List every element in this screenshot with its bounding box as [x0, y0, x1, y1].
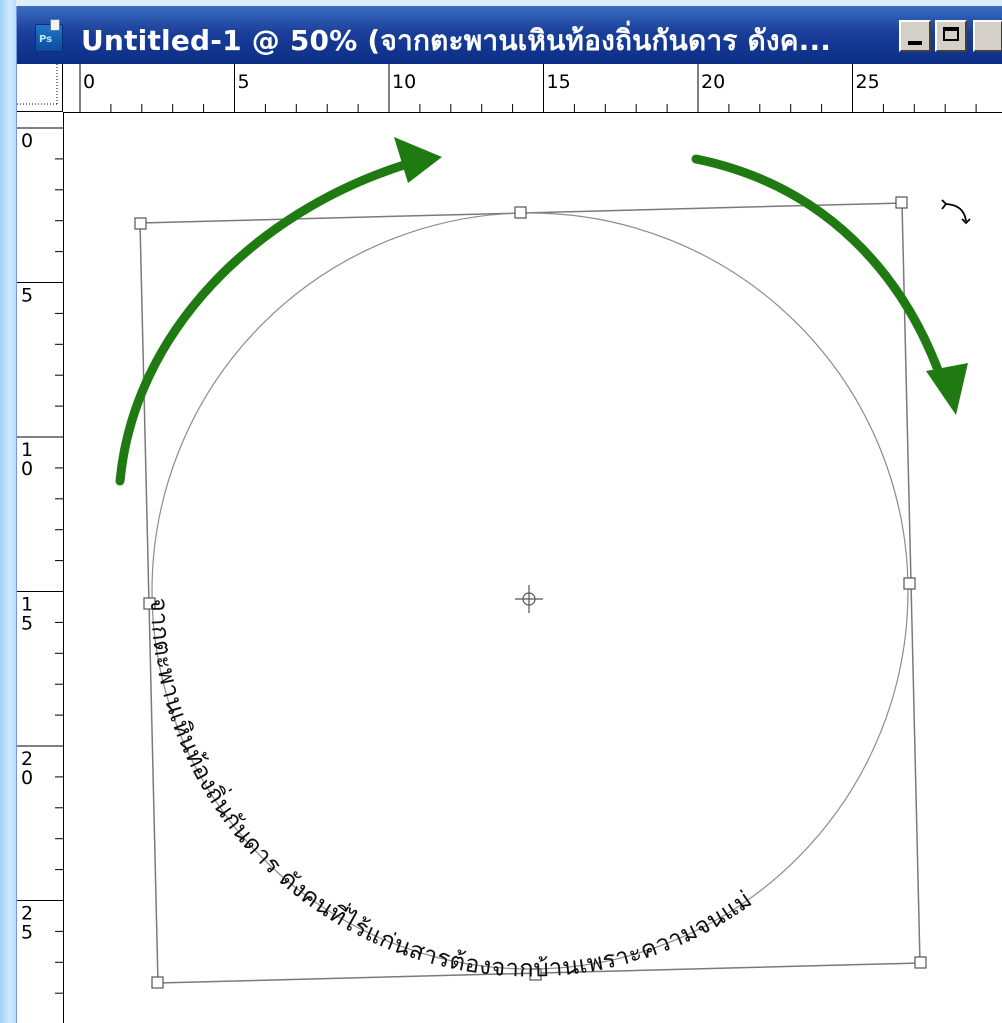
rotate-cursor-icon [941, 199, 971, 225]
app-icon-text: Ps [39, 34, 53, 45]
handle-bottom-left [151, 976, 164, 989]
minimize-button[interactable] [899, 20, 931, 52]
photoshop-icon[interactable]: Ps [35, 19, 63, 52]
ruler-label-25: 2 [21, 903, 33, 925]
center-crosshair-icon[interactable] [515, 585, 543, 613]
handle-middle-left [143, 597, 156, 610]
path-text[interactable]: จากตะพานเหินท้องถิ่นกันดาร ดังคนที่ไร้แก… [145, 597, 757, 982]
window-title: Untitled-1 @ 50% (จากตะพานเหินท้องถิ่นกั… [81, 24, 832, 57]
curved-arrow-left-icon [115, 137, 442, 486]
horizontal-ruler[interactable]: 0 5 10 15 20 25 [63, 64, 1002, 113]
ruler-label-15: 5 [21, 613, 33, 635]
handle-middle-right [903, 577, 916, 590]
title-bar[interactable]: Ps Untitled-1 @ 50% (จากตะพานเหินท้องถิ่… [17, 6, 1002, 64]
document-canvas[interactable]: จากตะพานเหินท้องถิ่นกันดาร ดังคนที่ไร้แก… [64, 113, 1002, 1023]
handle-bottom-center [529, 968, 542, 981]
maximize-button[interactable] [935, 20, 967, 52]
ruler-label-10: 10 [392, 71, 416, 93]
close-button[interactable] [973, 20, 1002, 52]
ruler-label-20: 0 [21, 767, 33, 789]
ruler-label-0: 0 [21, 130, 33, 152]
handle-top-right [895, 196, 908, 209]
ruler-label-0: 0 [83, 71, 95, 93]
ruler-origin[interactable] [17, 64, 63, 112]
handle-top-center [514, 206, 527, 219]
curved-arrow-right-icon [691, 154, 968, 415]
ruler-label-25: 25 [856, 71, 880, 93]
document-window: Ps Untitled-1 @ 50% (จากตะพานเหินท้องถิ่… [16, 6, 1002, 1023]
ruler-label-15: 15 [547, 71, 571, 93]
path-text-content: จากตะพานเหินท้องถิ่นกันดาร ดังคนที่ไร้แก… [145, 597, 757, 982]
ruler-label-20: 20 [701, 71, 725, 93]
ruler-label-10: 0 [21, 458, 33, 480]
ruler-label-5: 5 [21, 285, 33, 307]
ruler-label-25: 5 [21, 922, 33, 944]
handle-bottom-right [914, 956, 927, 969]
handle-top-left [134, 217, 147, 230]
desktop-frame [0, 0, 16, 1023]
ruler-label-15: 1 [21, 594, 33, 616]
transform-handles[interactable] [134, 196, 927, 989]
ruler-label-10: 1 [21, 439, 33, 461]
ruler-label-20: 2 [21, 748, 33, 770]
ruler-label-5: 5 [238, 71, 250, 93]
